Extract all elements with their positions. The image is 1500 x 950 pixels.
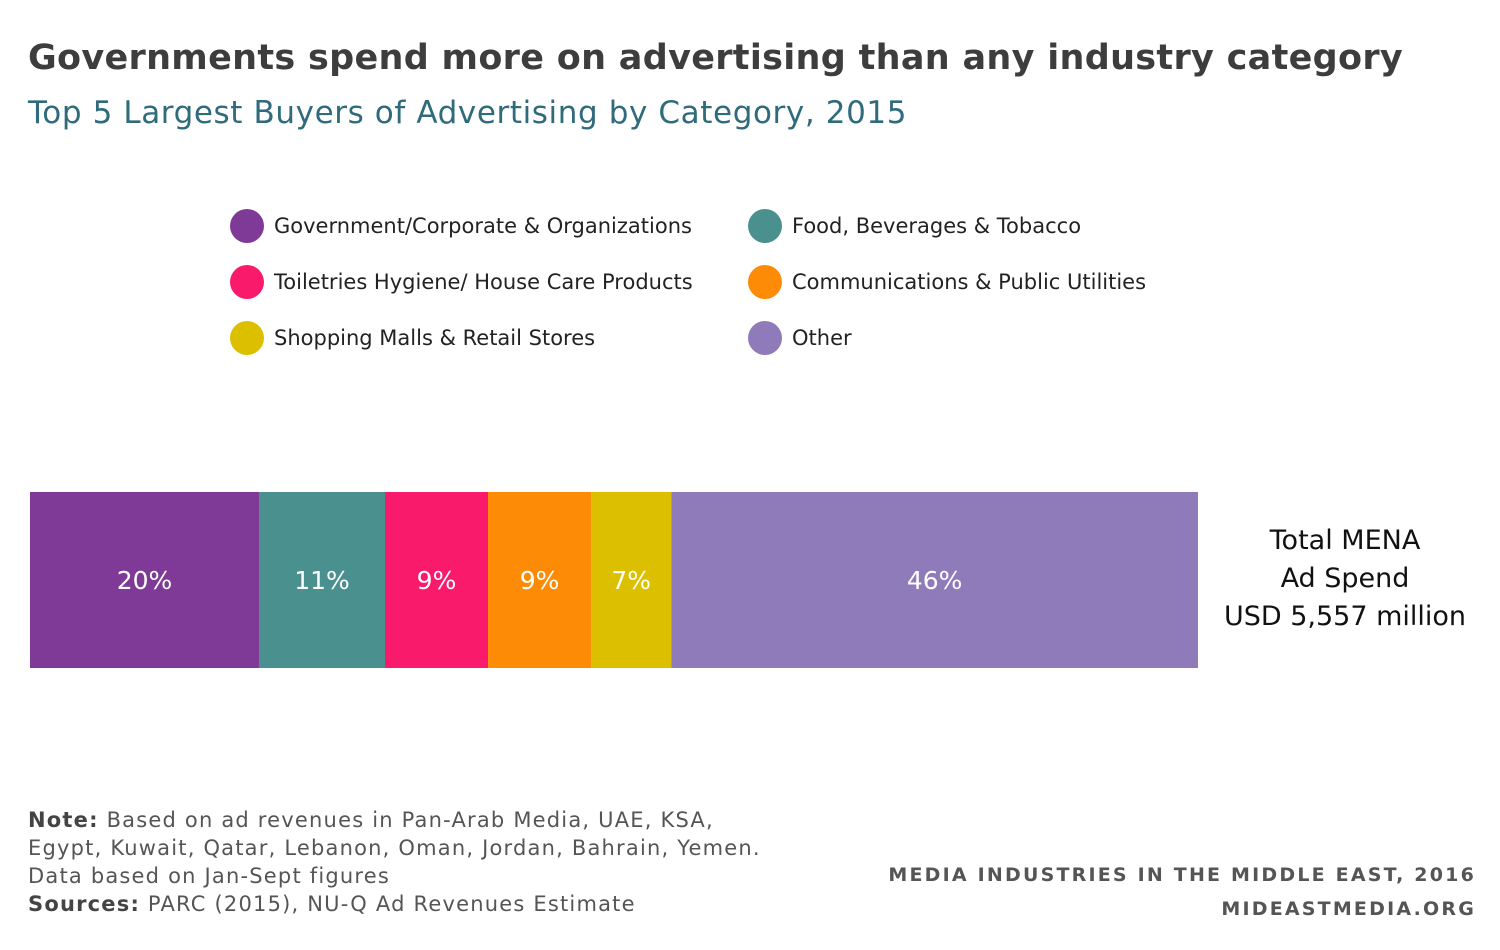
total-line-3: USD 5,557 million bbox=[1223, 601, 1467, 632]
credit-line-2: MIDEASTMEDIA.ORG bbox=[1221, 898, 1476, 920]
note-label: Note: bbox=[28, 808, 99, 832]
data-label: 46% bbox=[907, 566, 963, 595]
legend-item-food: Food, Beverages & Tobacco bbox=[748, 208, 1081, 244]
chart-title: Governments spend more on advertising th… bbox=[28, 38, 1404, 78]
legend-swatch bbox=[230, 321, 264, 355]
legend-item-shopping: Shopping Malls & Retail Stores bbox=[230, 320, 595, 356]
legend-label: Government/Corporate & Organizations bbox=[274, 214, 692, 238]
note-text: Based on ad revenues in Pan-Arab Media, … bbox=[28, 808, 761, 888]
total-line-2: Ad Spend bbox=[1280, 563, 1410, 594]
footnote: Note: Based on ad revenues in Pan-Arab M… bbox=[28, 806, 788, 918]
legend-swatch bbox=[230, 265, 264, 299]
credit: MEDIA INDUSTRIES IN THE MIDDLE EAST, 201… bbox=[888, 858, 1476, 926]
data-label: 9% bbox=[417, 566, 457, 595]
legend-swatch bbox=[230, 209, 264, 243]
legend-item-government: Government/Corporate & Organizations bbox=[230, 208, 692, 244]
legend-item-communications: Communications & Public Utilities bbox=[748, 264, 1146, 300]
legend-swatch bbox=[748, 209, 782, 243]
data-label: 11% bbox=[294, 566, 350, 595]
legend-item-toiletries: Toiletries Hygiene/ House Care Products bbox=[230, 264, 693, 300]
legend-label: Food, Beverages & Tobacco bbox=[792, 214, 1082, 238]
legend-label: Other bbox=[792, 326, 852, 350]
legend-label: Shopping Malls & Retail Stores bbox=[274, 326, 596, 350]
total-ad-spend: Total MENA Ad Spend USD 5,557 million bbox=[1215, 522, 1475, 636]
data-label: 7% bbox=[611, 566, 651, 595]
credit-line-1: MEDIA INDUSTRIES IN THE MIDDLE EAST, 201… bbox=[888, 864, 1476, 886]
bar-segment-other bbox=[671, 492, 1198, 668]
bar-segment-government-corporate-organizations bbox=[30, 492, 260, 668]
bar-segment-toiletries-hygiene-house-care-products bbox=[384, 492, 489, 668]
legend-item-other: Other bbox=[748, 320, 852, 356]
legend-label: Communications & Public Utilities bbox=[792, 270, 1147, 294]
chart-subtitle: Top 5 Largest Buyers of Advertising by C… bbox=[28, 95, 908, 131]
sources-text: PARC (2015), NU-Q Ad Revenues Estimate bbox=[140, 892, 636, 916]
legend-swatch bbox=[748, 265, 782, 299]
bar-segment-shopping-malls-retail-stores bbox=[591, 492, 672, 668]
bar-segment-food-beverages-tobacco bbox=[259, 492, 385, 668]
data-label: 20% bbox=[117, 566, 173, 595]
legend-label: Toiletries Hygiene/ House Care Products bbox=[274, 270, 693, 294]
legend: Government/Corporate & Organizations Foo… bbox=[230, 208, 1190, 368]
sources-label: Sources: bbox=[28, 892, 141, 916]
total-line-1: Total MENA bbox=[1269, 525, 1421, 556]
bar-segment-communications-public-utilities bbox=[488, 492, 592, 668]
data-label: 9% bbox=[520, 566, 560, 595]
legend-swatch bbox=[748, 321, 782, 355]
